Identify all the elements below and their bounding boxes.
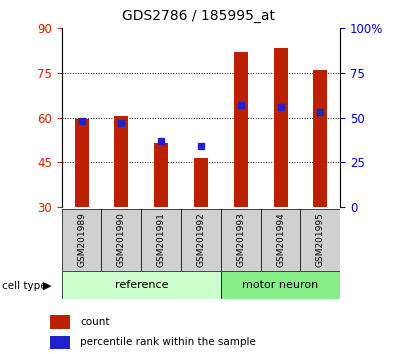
Bar (62, 209, 101, 271)
Bar (234, 52, 248, 207)
Text: count: count (80, 317, 110, 327)
Bar (141, 209, 181, 271)
Text: GSM201995: GSM201995 (316, 212, 325, 267)
Text: reference: reference (115, 280, 168, 290)
Bar (181, 209, 221, 271)
Bar (261, 209, 300, 271)
Bar (221, 209, 261, 271)
Bar (101, 209, 141, 271)
Bar (50, 315, 70, 329)
Text: GSM201992: GSM201992 (197, 212, 205, 267)
Bar (194, 158, 208, 207)
Bar (300, 209, 340, 271)
Bar (75, 119, 89, 207)
Bar (154, 143, 168, 207)
Bar (314, 70, 328, 207)
Text: GSM201994: GSM201994 (276, 212, 285, 267)
Text: GSM201991: GSM201991 (157, 212, 166, 267)
Bar (62, 271, 221, 299)
Text: percentile rank within the sample: percentile rank within the sample (80, 337, 256, 348)
Text: cell type: cell type (2, 281, 47, 291)
Bar (50, 336, 70, 349)
Text: GSM201989: GSM201989 (77, 212, 86, 267)
Text: GSM201993: GSM201993 (236, 212, 245, 267)
Bar (115, 116, 129, 207)
Bar (221, 271, 340, 299)
Text: motor neuron: motor neuron (242, 280, 319, 290)
Text: GDS2786 / 185995_at: GDS2786 / 185995_at (123, 9, 275, 23)
Text: ▶: ▶ (43, 281, 51, 291)
Text: GSM201990: GSM201990 (117, 212, 126, 267)
Bar (274, 48, 287, 207)
